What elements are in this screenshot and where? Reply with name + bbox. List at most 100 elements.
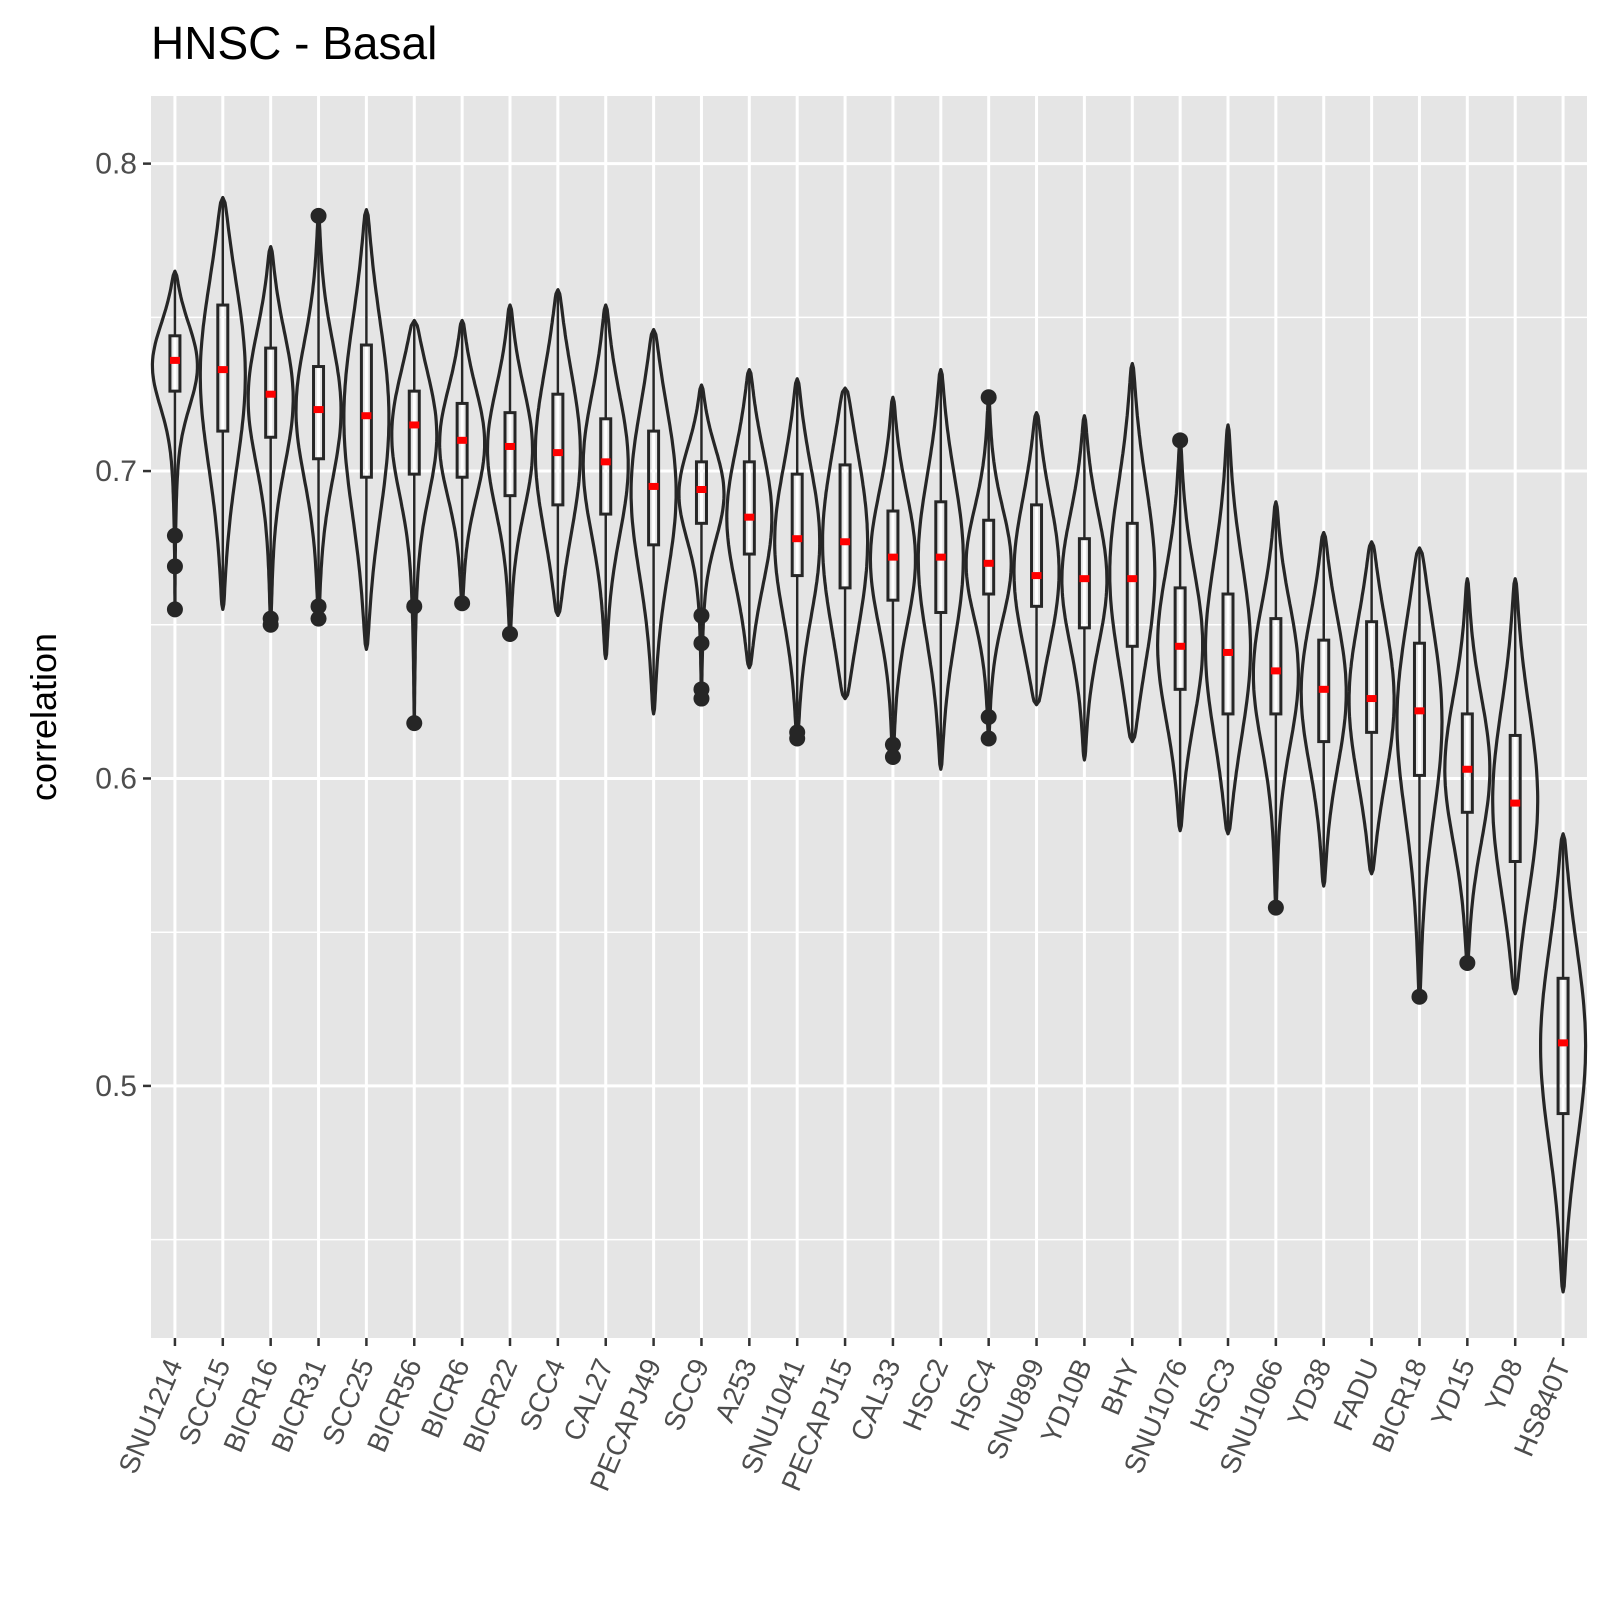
mean-point xyxy=(887,553,898,561)
outlier-point xyxy=(1172,432,1189,449)
violin-FADU xyxy=(1347,540,1396,876)
mean-point xyxy=(457,436,468,444)
outlier-point xyxy=(693,607,710,624)
violin-PECAPJ15 xyxy=(821,386,870,701)
violin-BICR18 xyxy=(1395,546,1444,1005)
outlier-point xyxy=(980,389,997,406)
violin-SCC4 xyxy=(533,288,582,618)
outlier-point xyxy=(1459,954,1476,971)
x-tick-label: SNU1214 xyxy=(112,1354,188,1478)
box-iqr xyxy=(359,343,373,479)
mean-point xyxy=(1270,667,1281,675)
violin-YD38 xyxy=(1299,530,1348,888)
violin-outline xyxy=(438,318,487,605)
violin-outline xyxy=(1060,414,1109,762)
mean-point xyxy=(792,535,803,543)
violin-outline xyxy=(150,269,199,611)
mean-point xyxy=(313,406,324,414)
violin-SNU1066 xyxy=(1251,500,1300,916)
outlier-point xyxy=(884,736,901,753)
violin-outline xyxy=(485,303,535,636)
outlier-point xyxy=(693,690,710,707)
outlier-point xyxy=(693,635,710,652)
mean-point xyxy=(1127,575,1138,583)
violin-BICR6 xyxy=(438,318,487,612)
violin-outline xyxy=(1012,411,1061,707)
violin-outline xyxy=(1203,423,1253,836)
violin-outline xyxy=(581,303,630,661)
outlier-point xyxy=(1267,899,1284,916)
outlier-point xyxy=(884,748,901,765)
x-tick-label: A253 xyxy=(709,1354,763,1426)
outlier-point xyxy=(166,527,183,544)
mean-point xyxy=(935,553,946,561)
box-iqr xyxy=(982,518,996,596)
box-iqr xyxy=(790,472,804,578)
violin-BHY xyxy=(1108,361,1157,744)
violin-YD10B xyxy=(1060,414,1109,762)
violin-outline xyxy=(629,328,678,716)
box-iqr xyxy=(1077,537,1091,630)
mean-point xyxy=(840,538,851,546)
y-tick-label: 0.8 xyxy=(95,148,137,181)
violin-SNU1041 xyxy=(773,377,822,747)
violin-BICR56 xyxy=(390,318,439,732)
mean-point xyxy=(265,390,276,398)
violin-outline xyxy=(1395,546,1444,999)
y-tick-label: 0.7 xyxy=(95,455,137,488)
violin-layer xyxy=(150,195,1588,1294)
box-iqr xyxy=(407,389,421,476)
mean-point xyxy=(1558,1039,1569,1047)
violin-outline xyxy=(1539,832,1588,1294)
violin-outline xyxy=(725,368,774,670)
violin-SNU1214 xyxy=(150,269,199,618)
outlier-point xyxy=(980,730,997,747)
mean-point xyxy=(1318,685,1329,693)
mean-point xyxy=(1223,648,1233,656)
plot-panel xyxy=(151,96,1587,1338)
violin-outline xyxy=(773,377,822,741)
mean-point xyxy=(1510,799,1521,807)
outlier-point xyxy=(1411,988,1428,1005)
violin-SCC15 xyxy=(198,195,247,611)
y-tick-label: 0.5 xyxy=(95,1070,137,1103)
violin-A253 xyxy=(725,368,774,670)
outlier-point xyxy=(454,595,471,612)
outlier-point xyxy=(262,616,279,633)
box-iqr xyxy=(599,417,613,516)
outlier-point xyxy=(980,709,997,725)
box-iqr xyxy=(1460,712,1474,814)
mean-point xyxy=(505,442,515,450)
mean-point xyxy=(1366,695,1377,703)
box-iqr xyxy=(1030,503,1044,608)
violin-HSC2 xyxy=(916,368,965,771)
violin-outline xyxy=(246,245,295,624)
mean-point xyxy=(1031,572,1042,580)
box-iqr xyxy=(1173,586,1187,691)
violin-YD15 xyxy=(1443,577,1492,971)
y-tick-label: 0.6 xyxy=(95,762,137,795)
violin-outline xyxy=(342,208,391,651)
mean-point xyxy=(552,449,563,457)
box-iqr xyxy=(742,460,756,556)
box-iqr xyxy=(1269,617,1283,716)
x-tick-label: YD15 xyxy=(1425,1354,1481,1431)
mean-point xyxy=(744,513,755,521)
mean-point xyxy=(1079,575,1090,583)
y-axis-title: correlation xyxy=(23,633,64,801)
violin-CAL33 xyxy=(868,395,917,765)
outlier-point xyxy=(166,558,183,575)
mean-point xyxy=(169,356,180,364)
violin-BICR31 xyxy=(294,207,343,627)
violin-PECAPJ49 xyxy=(629,328,678,716)
violin-SCC25 xyxy=(342,208,391,651)
mean-point xyxy=(409,421,420,429)
box-iqr xyxy=(1125,521,1139,648)
chart-title: HNSC - Basal xyxy=(151,17,438,69)
mean-point xyxy=(1462,765,1473,773)
violin-outline xyxy=(390,318,439,725)
mean-point xyxy=(983,559,994,567)
violin-outline xyxy=(1251,500,1300,910)
violin-SCC9 xyxy=(677,383,726,707)
outlier-point xyxy=(166,601,183,618)
